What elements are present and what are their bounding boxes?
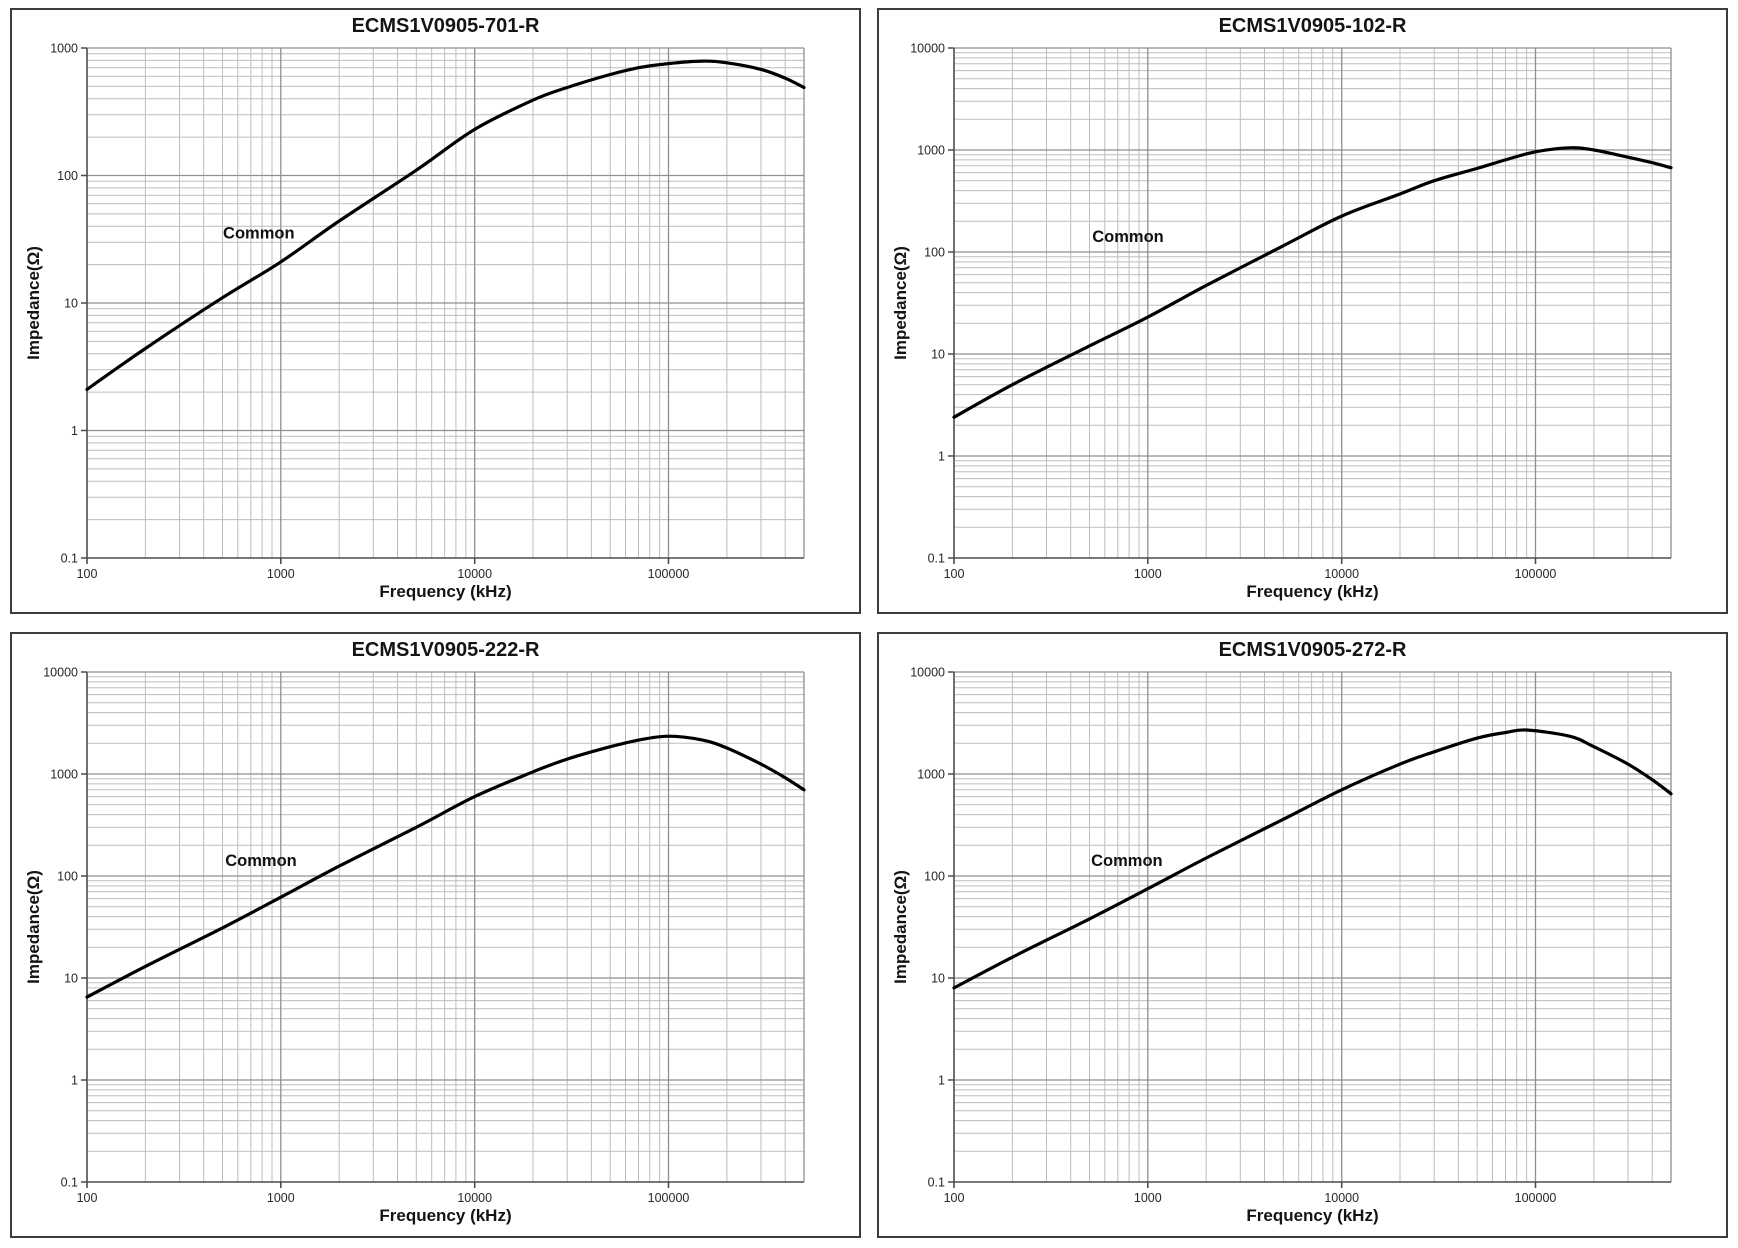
y-tick-label: 0.1 [61,552,78,566]
x-tick-label: 100 [77,1191,98,1205]
y-tick-label: 1000 [917,144,945,158]
y-tick-label: 100 [924,246,945,260]
x-tick-label: 100000 [1515,1191,1557,1205]
y-tick-label: 10000 [910,666,945,680]
chart-plot: 100 1000 10000 100000 10000 1000 100 10 1 0.1 Comm… [910,42,1673,581]
chart-title: ECMS1V0905-272-R [1218,639,1407,661]
y-tick-label: 0.1 [928,552,945,566]
x-tick-label: 100000 [648,1191,690,1205]
axes [948,671,1671,1188]
impedance-curve-common [952,146,1673,419]
impedance-curve-common [85,59,806,391]
y-axis-title: Impedance(Ω) [891,246,910,360]
x-tick-label: 10000 [457,1191,492,1205]
y-tick-label: 1 [938,1074,945,1088]
y-tick-label: 1 [938,450,945,464]
chart-plot: 100 1000 10000 100000 10000 1000 100 10 1 0.1 Comm… [910,666,1673,1205]
grid-major-lines [954,47,1672,558]
grid-major-lines [87,671,805,1182]
x-tick-label: 1000 [267,567,295,581]
series-label-common: Common [1091,852,1163,870]
y-tick-label: 100 [924,870,945,884]
y-tick-label: 1000 [50,42,78,56]
y-tick-label: 10 [64,972,78,986]
axes [81,671,804,1188]
x-tick-label: 1000 [1134,1191,1162,1205]
y-tick-label: 1000 [917,768,945,782]
y-tick-label: 1 [71,424,78,438]
impedance-curve-common [952,728,1673,990]
series-label-common: Common [223,225,295,243]
grid-major-lines [87,47,805,558]
chart-panel-ecms1v0905-272-r: 100 1000 10000 100000 10000 1000 100 10 1 0.1 Comm… [877,632,1728,1238]
chart-panel-ecms1v0905-102-r: 100 1000 10000 100000 10000 1000 100 10 1 0.1 Comm… [877,8,1728,614]
y-tick-label: 100 [57,870,78,884]
series-label-common: Common [1092,228,1164,246]
y-tick-label: 10000 [910,42,945,56]
x-axis-title: Frequency (kHz) [379,582,512,601]
chart-plot: 100 1000 10000 100000 10000 1000 100 10 1 0.1 Comm… [43,666,806,1205]
x-tick-label: 10000 [1324,1191,1359,1205]
y-tick-label: 10 [931,348,945,362]
y-tick-label: 0.1 [61,1176,78,1190]
chart-title: ECMS1V0905-222-R [351,639,540,661]
series-label-common: Common [225,852,297,870]
grid-minor-lines [954,48,1671,558]
y-tick-label: 10 [64,297,78,311]
chart-panel-ecms1v0905-701-r: 100 1000 10000 100000 1000 100 10 1 0.1 Common EC… [10,8,861,614]
x-tick-label: 1000 [1134,567,1162,581]
y-tick-label: 10000 [43,666,78,680]
axes [81,47,804,564]
chart-title: ECMS1V0905-102-R [1218,15,1407,37]
chart-panel-ecms1v0905-222-r: 100 1000 10000 100000 10000 1000 100 10 1 0.1 Comm… [10,632,861,1238]
x-tick-label: 10000 [1324,567,1359,581]
x-tick-label: 100000 [1515,567,1557,581]
y-tick-label: 10 [931,972,945,986]
y-axis-title: Impedance(Ω) [24,246,43,360]
chart-plot: 100 1000 10000 100000 1000 100 10 1 0.1 Common [50,42,806,581]
y-tick-label: 1000 [50,768,78,782]
x-axis-title: Frequency (kHz) [1246,1206,1379,1225]
grid-major-lines [954,671,1672,1182]
chart-title: ECMS1V0905-701-R [351,15,540,37]
x-axis-title: Frequency (kHz) [1246,582,1379,601]
y-tick-label: 100 [57,169,78,183]
y-tick-label: 1 [71,1074,78,1088]
y-axis-title: Impedance(Ω) [891,870,910,984]
impedance-curve-common [85,734,806,999]
x-tick-label: 100 [944,567,965,581]
x-tick-label: 100 [944,1191,965,1205]
axes [948,47,1671,564]
grid-minor-lines [87,672,804,1182]
x-axis-title: Frequency (kHz) [379,1206,512,1225]
grid-minor-lines [954,672,1671,1182]
y-tick-label: 0.1 [928,1176,945,1190]
x-tick-label: 100000 [648,567,690,581]
y-axis-title: Impedance(Ω) [24,870,43,984]
x-tick-label: 100 [77,567,98,581]
x-tick-label: 1000 [267,1191,295,1205]
x-tick-label: 10000 [457,567,492,581]
